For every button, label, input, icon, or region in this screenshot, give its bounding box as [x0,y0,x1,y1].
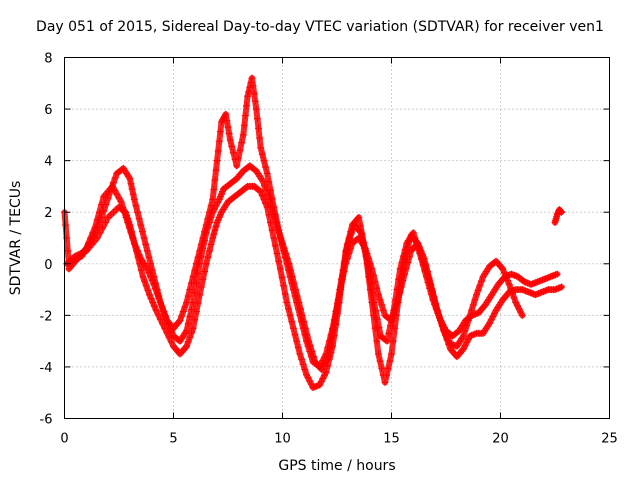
y-tick-label: 2 [44,206,52,221]
y-tick-label: 0 [44,258,52,273]
y-tick-label: -2 [40,309,53,324]
x-tick-label: 25 [601,432,618,447]
x-tick-label: 15 [383,432,400,447]
y-axis-label: SDTVAR / TECUs [8,181,24,296]
plot-area [61,74,565,392]
x-tick-label: 5 [169,432,177,447]
y-tick-label: 8 [44,52,52,67]
y-tick-label: -6 [40,413,53,428]
y-tick-label: -4 [40,361,53,376]
x-tick-label: 0 [60,432,68,447]
axes: 0 5 10 15 20 25 -6 -4 -2 0 2 4 6 8 [40,52,618,447]
y-tick-label: 4 [44,155,52,170]
y-tick-label: 6 [44,103,52,118]
x-tick-label: 10 [274,432,291,447]
plot-frame [64,57,610,419]
x-tick-label: 20 [492,432,509,447]
series-markers [551,206,565,226]
series-satellite-track-4 [551,206,565,226]
x-axis-label: GPS time / hours [278,458,395,474]
chart-title: Day 051 of 2015, Sidereal Day-to-day VTE… [36,19,604,35]
